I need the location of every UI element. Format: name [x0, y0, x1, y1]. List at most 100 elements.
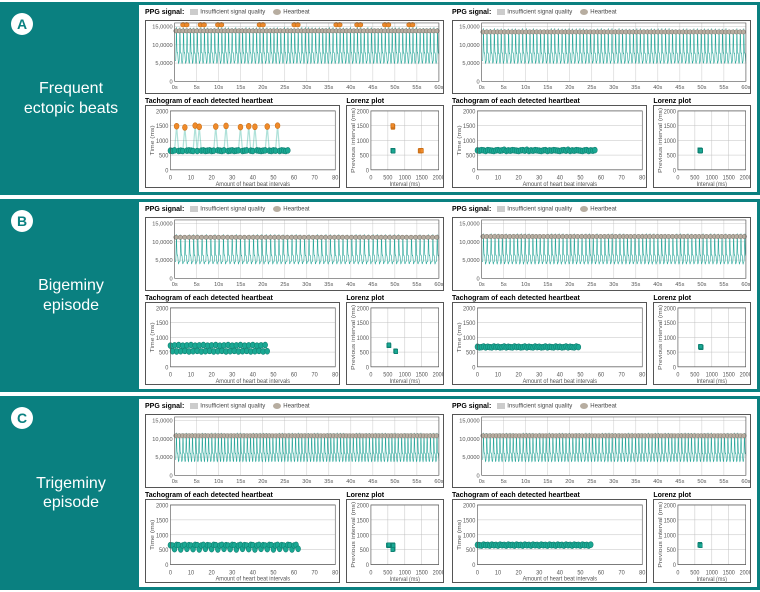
svg-text:Amount of heart beat intervals: Amount of heart beat intervals — [216, 180, 291, 187]
tacho-col: Tachogram of each detected heartbeat0500… — [452, 98, 647, 188]
svg-text:5,0000: 5,0000 — [462, 455, 479, 461]
legend-insuff: Insufficient signal quality — [190, 206, 265, 213]
svg-text:500: 500 — [159, 349, 169, 357]
lorenz-chart: 00500500100010001500150020002000Interval… — [653, 105, 751, 188]
legend-heartbeat: Heartbeat — [273, 9, 309, 16]
svg-text:10s: 10s — [521, 85, 530, 91]
svg-text:15,0000: 15,0000 — [459, 222, 479, 228]
svg-text:20: 20 — [516, 371, 523, 379]
svg-text:70: 70 — [312, 174, 319, 182]
svg-text:30s: 30s — [609, 85, 618, 91]
svg-text:0: 0 — [370, 174, 374, 182]
svg-text:1500: 1500 — [664, 320, 677, 328]
svg-text:15s: 15s — [236, 479, 245, 485]
svg-text:10,0000: 10,0000 — [152, 437, 172, 443]
svg-text:1000: 1000 — [664, 532, 677, 540]
svg-text:2000: 2000 — [463, 502, 476, 510]
svg-text:35s: 35s — [631, 282, 640, 288]
panel-charts: PPG signal:Insufficient signal qualityHe… — [139, 5, 757, 192]
chart-half: PPG signal:Insufficient signal qualityHe… — [452, 9, 751, 188]
svg-text:10s: 10s — [521, 282, 530, 288]
legend-heartbeat: Heartbeat — [580, 403, 616, 410]
svg-text:20s: 20s — [258, 479, 267, 485]
svg-text:5s: 5s — [501, 85, 507, 91]
panel-charts: PPG signal:Insufficient signal qualityHe… — [139, 202, 757, 389]
svg-text:0: 0 — [370, 371, 374, 379]
ppg-title: PPG signal: — [145, 206, 184, 213]
legend-insuff: Insufficient signal quality — [497, 403, 572, 410]
svg-text:55s: 55s — [719, 479, 728, 485]
svg-text:2000: 2000 — [357, 502, 370, 510]
svg-text:10,0000: 10,0000 — [152, 43, 172, 49]
svg-text:35s: 35s — [631, 85, 640, 91]
svg-text:55s: 55s — [412, 282, 421, 288]
ppg-legend: Insufficient signal qualityHeartbeat — [497, 9, 616, 16]
svg-text:Time (ms): Time (ms) — [457, 322, 463, 352]
svg-text:Amount of heart beat intervals: Amount of heart beat intervals — [216, 377, 291, 384]
ppg-header: PPG signal: Insufficient signal quality He… — [145, 9, 444, 16]
svg-text:70: 70 — [619, 174, 626, 182]
svg-text:20s: 20s — [258, 85, 267, 91]
svg-text:10: 10 — [495, 371, 502, 379]
svg-text:1000: 1000 — [357, 334, 370, 342]
svg-text:20s: 20s — [565, 282, 574, 288]
svg-text:2000: 2000 — [433, 371, 443, 379]
svg-text:0: 0 — [677, 371, 681, 379]
svg-text:10,0000: 10,0000 — [152, 240, 172, 246]
svg-text:60s: 60s — [434, 479, 443, 485]
svg-text:Interval (ms): Interval (ms) — [697, 377, 727, 384]
svg-text:45s: 45s — [675, 85, 684, 91]
svg-text:1500: 1500 — [156, 517, 169, 525]
svg-text:1500: 1500 — [463, 320, 476, 328]
svg-text:25s: 25s — [587, 85, 596, 91]
svg-text:25s: 25s — [280, 479, 289, 485]
ppg-legend: Insufficient signal qualityHeartbeat — [190, 403, 309, 410]
ppg-chart: 05,000010,000015,00000s5s10s15s20s25s30s… — [145, 414, 444, 488]
svg-text:2000: 2000 — [740, 174, 750, 182]
svg-text:60s: 60s — [741, 282, 750, 288]
panel-label-text: Frequentectopic beats — [24, 79, 118, 117]
svg-text:15s: 15s — [543, 85, 552, 91]
svg-text:Time (ms): Time (ms) — [150, 322, 156, 352]
lorenz-col: Lorenz plot00500500100010001500150020002… — [346, 98, 444, 188]
svg-text:20s: 20s — [565, 85, 574, 91]
ppg-legend: Insufficient signal qualityHeartbeat — [497, 206, 616, 213]
svg-text:5,0000: 5,0000 — [155, 258, 172, 264]
panel-label-col: BBigeminyepisode — [3, 202, 139, 389]
lorenz-chart: 00500500100010001500150020002000Interval… — [346, 302, 444, 385]
svg-text:1000: 1000 — [357, 137, 370, 145]
svg-text:Previous interval (ms): Previous interval (ms) — [351, 108, 357, 173]
svg-text:500: 500 — [360, 152, 370, 160]
ppg-chart: 05,000010,000015,00000s5s10s15s20s25s30s… — [145, 20, 444, 94]
svg-text:80: 80 — [639, 371, 646, 379]
lorenz-col: Lorenz plot00500500100010001500150020002… — [653, 295, 751, 385]
svg-text:Amount of heart beat intervals: Amount of heart beat intervals — [523, 377, 598, 384]
svg-text:0s: 0s — [479, 85, 485, 91]
svg-text:2000: 2000 — [156, 305, 169, 313]
svg-text:40s: 40s — [346, 282, 355, 288]
svg-text:0s: 0s — [172, 479, 178, 485]
svg-text:80: 80 — [332, 569, 339, 577]
legend-heartbeat: Heartbeat — [580, 206, 616, 213]
svg-text:25s: 25s — [280, 85, 289, 91]
svg-text:0: 0 — [677, 174, 681, 182]
svg-text:2000: 2000 — [463, 305, 476, 313]
svg-text:80: 80 — [332, 174, 339, 182]
svg-text:15s: 15s — [543, 282, 552, 288]
svg-text:0: 0 — [677, 569, 681, 577]
chart-half: PPG signal: Insufficient signal quality He… — [145, 9, 444, 188]
svg-text:Interval (ms): Interval (ms) — [697, 575, 727, 582]
panel-charts: PPG signal:Insufficient signal qualityHe… — [139, 399, 757, 587]
svg-text:Previous interval (ms): Previous interval (ms) — [351, 305, 357, 370]
tacho-title: Tachogram of each detected heartbeat — [145, 98, 340, 105]
tacho-col: Tachogram of each detected heartbeat0500… — [145, 295, 340, 385]
svg-text:45s: 45s — [368, 282, 377, 288]
bottom-row: Tachogram of each detected heartbeat0500… — [452, 295, 751, 385]
svg-text:0: 0 — [370, 569, 374, 577]
tacho-chart: 050010001500200001020304050607080Amount … — [452, 105, 647, 188]
ppg-title: PPG signal: — [145, 9, 184, 16]
svg-text:15,0000: 15,0000 — [459, 419, 479, 425]
svg-text:1000: 1000 — [357, 532, 370, 540]
legend-insuff: Insufficient signal quality — [190, 9, 265, 16]
chart-half: PPG signal:Insufficient signal qualityHe… — [145, 206, 444, 385]
